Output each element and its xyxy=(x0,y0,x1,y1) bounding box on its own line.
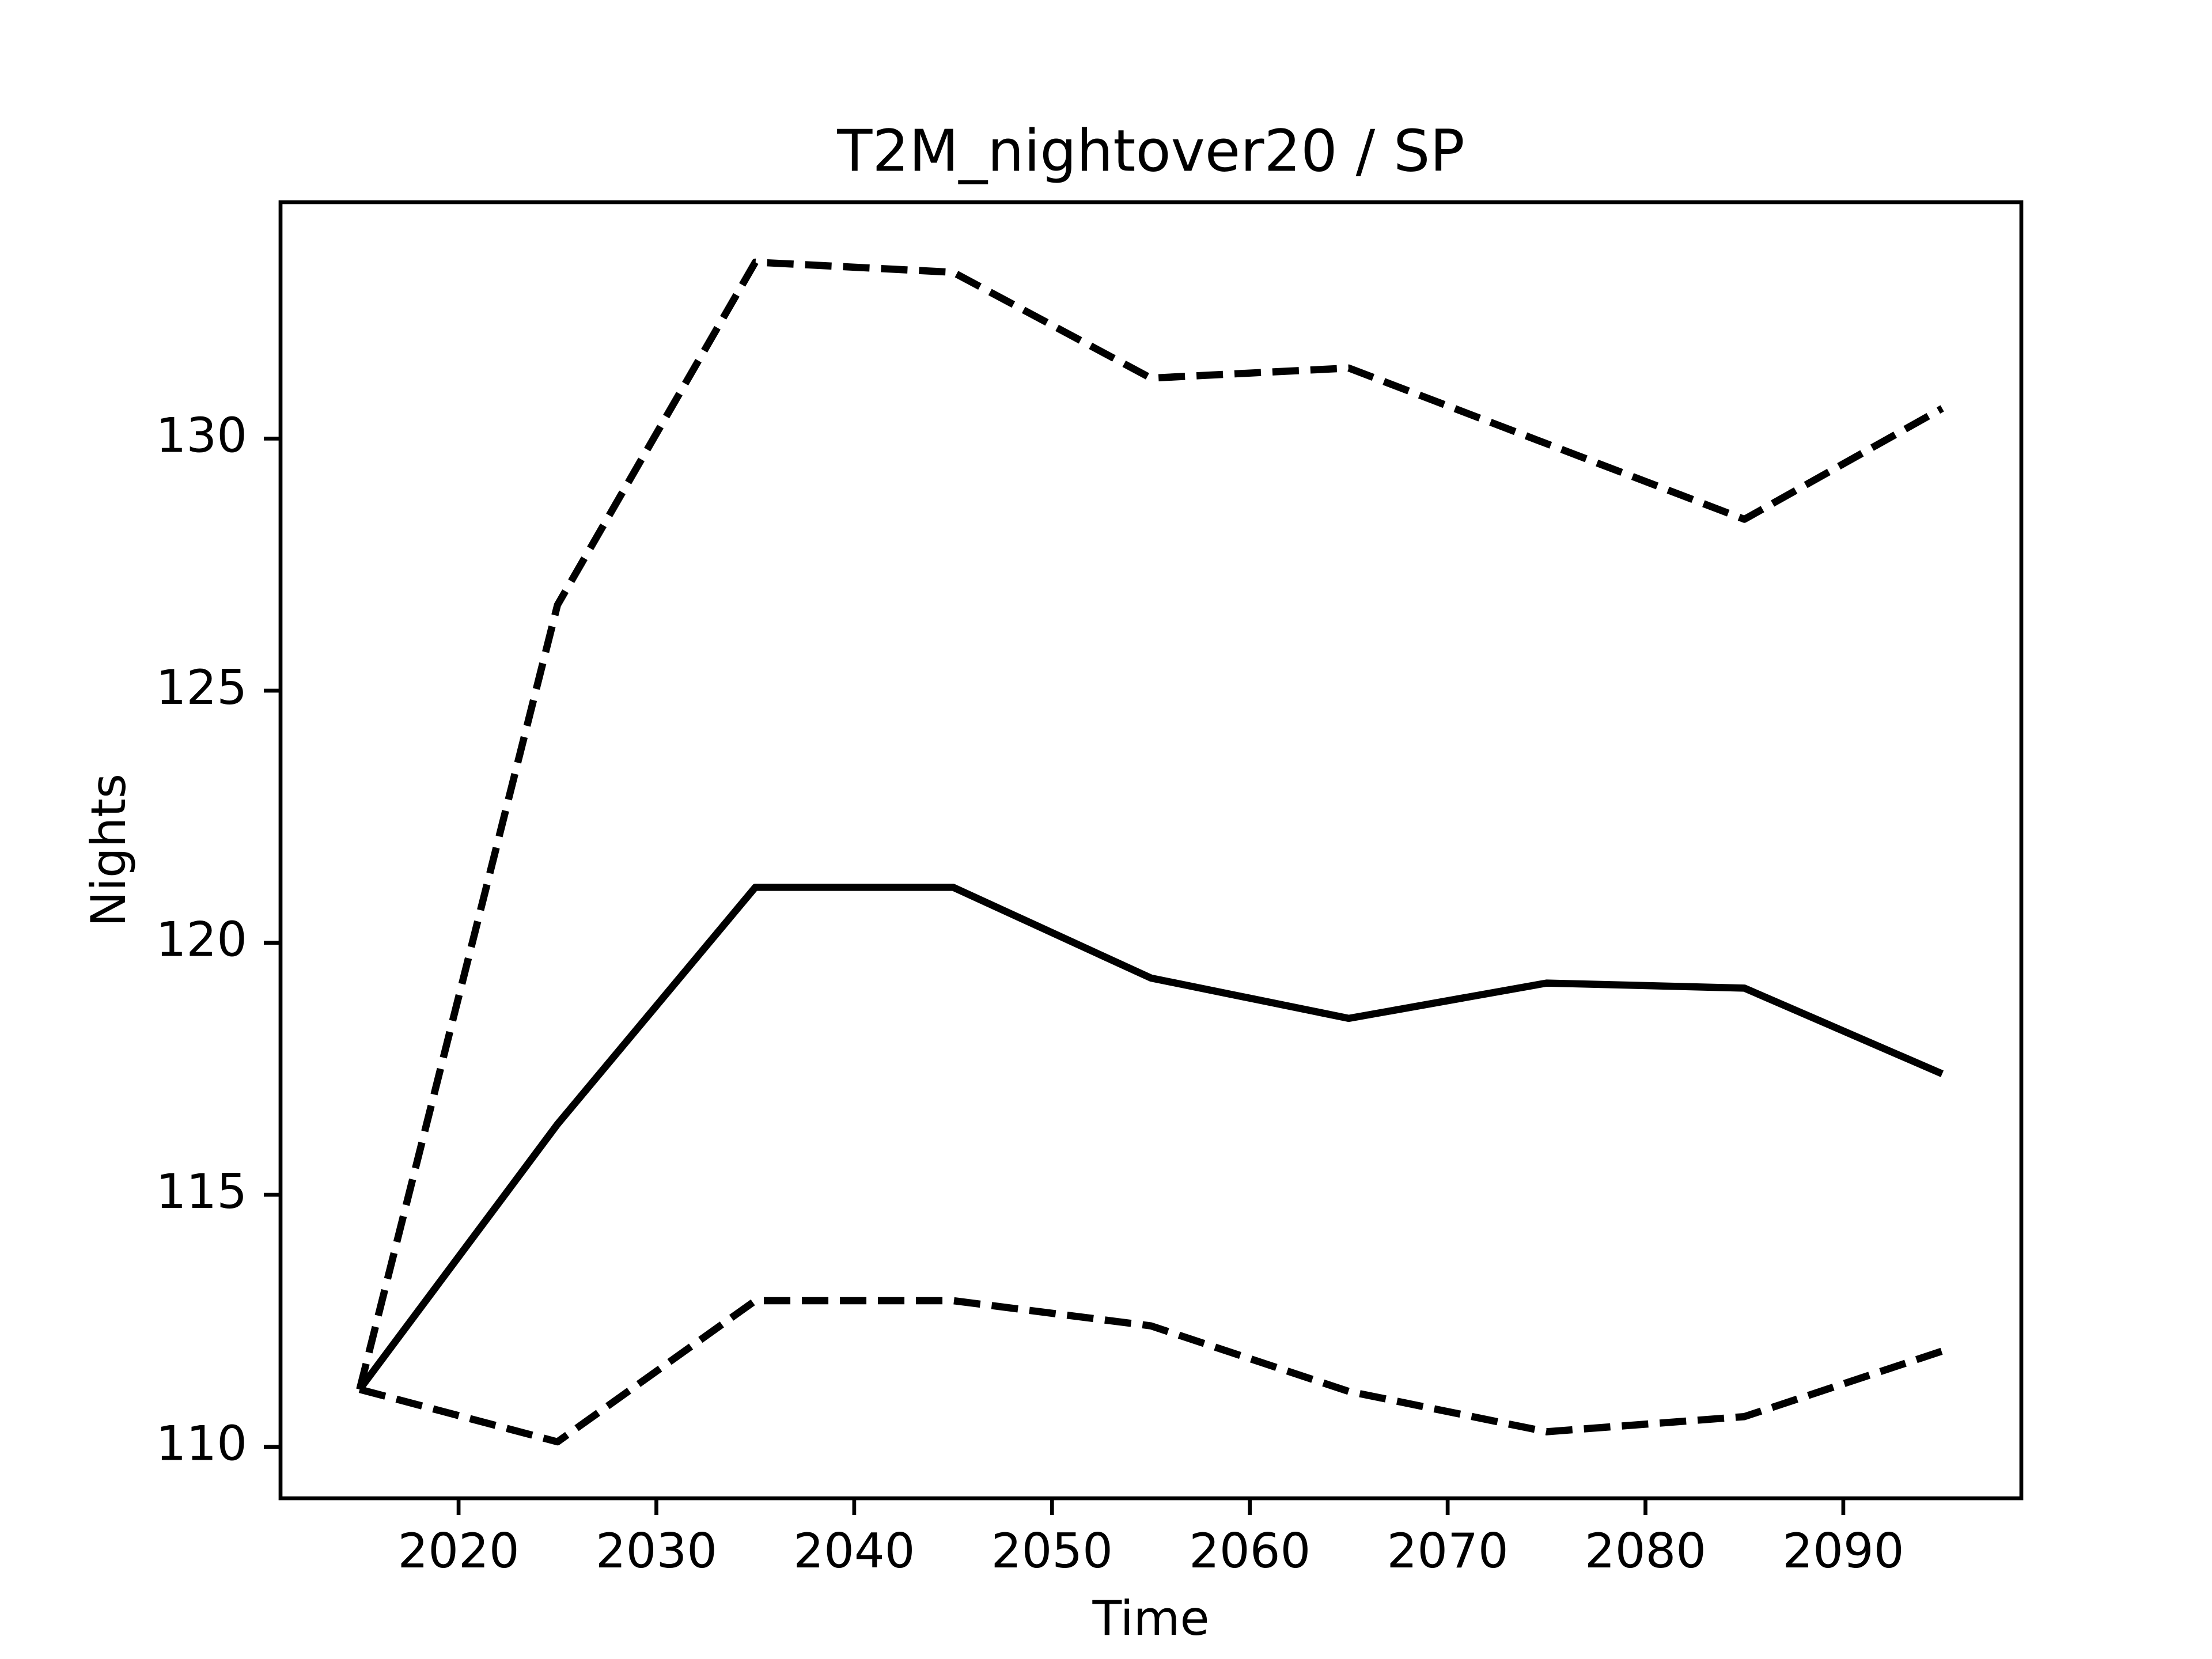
x-axis-label: Time xyxy=(1092,1590,1209,1646)
y-tick-label: 110 xyxy=(156,1416,247,1472)
x-tick-label: 2030 xyxy=(596,1523,717,1579)
y-axis-label: Nights xyxy=(81,774,137,927)
series-line xyxy=(358,1297,1944,1446)
x-tick-label: 2060 xyxy=(1189,1523,1310,1579)
x-tick-label: 2050 xyxy=(991,1523,1113,1579)
y-tick-label: 130 xyxy=(156,407,247,463)
series-line xyxy=(357,884,1944,1392)
series-line xyxy=(356,258,1944,1391)
x-tick-label: 2040 xyxy=(793,1523,915,1579)
y-tick-label: 120 xyxy=(156,912,247,968)
y-tick-label: 125 xyxy=(156,660,247,715)
y-tick-label: 115 xyxy=(156,1164,247,1219)
x-tick-label: 2020 xyxy=(397,1523,519,1579)
chart-title: T2M_nightover20 / SP xyxy=(836,117,1465,184)
plot-frame xyxy=(278,200,2024,1501)
x-tick-label: 2070 xyxy=(1387,1523,1508,1579)
x-tick-label: 2090 xyxy=(1782,1523,1904,1579)
x-tick-label: 2080 xyxy=(1585,1523,1706,1579)
